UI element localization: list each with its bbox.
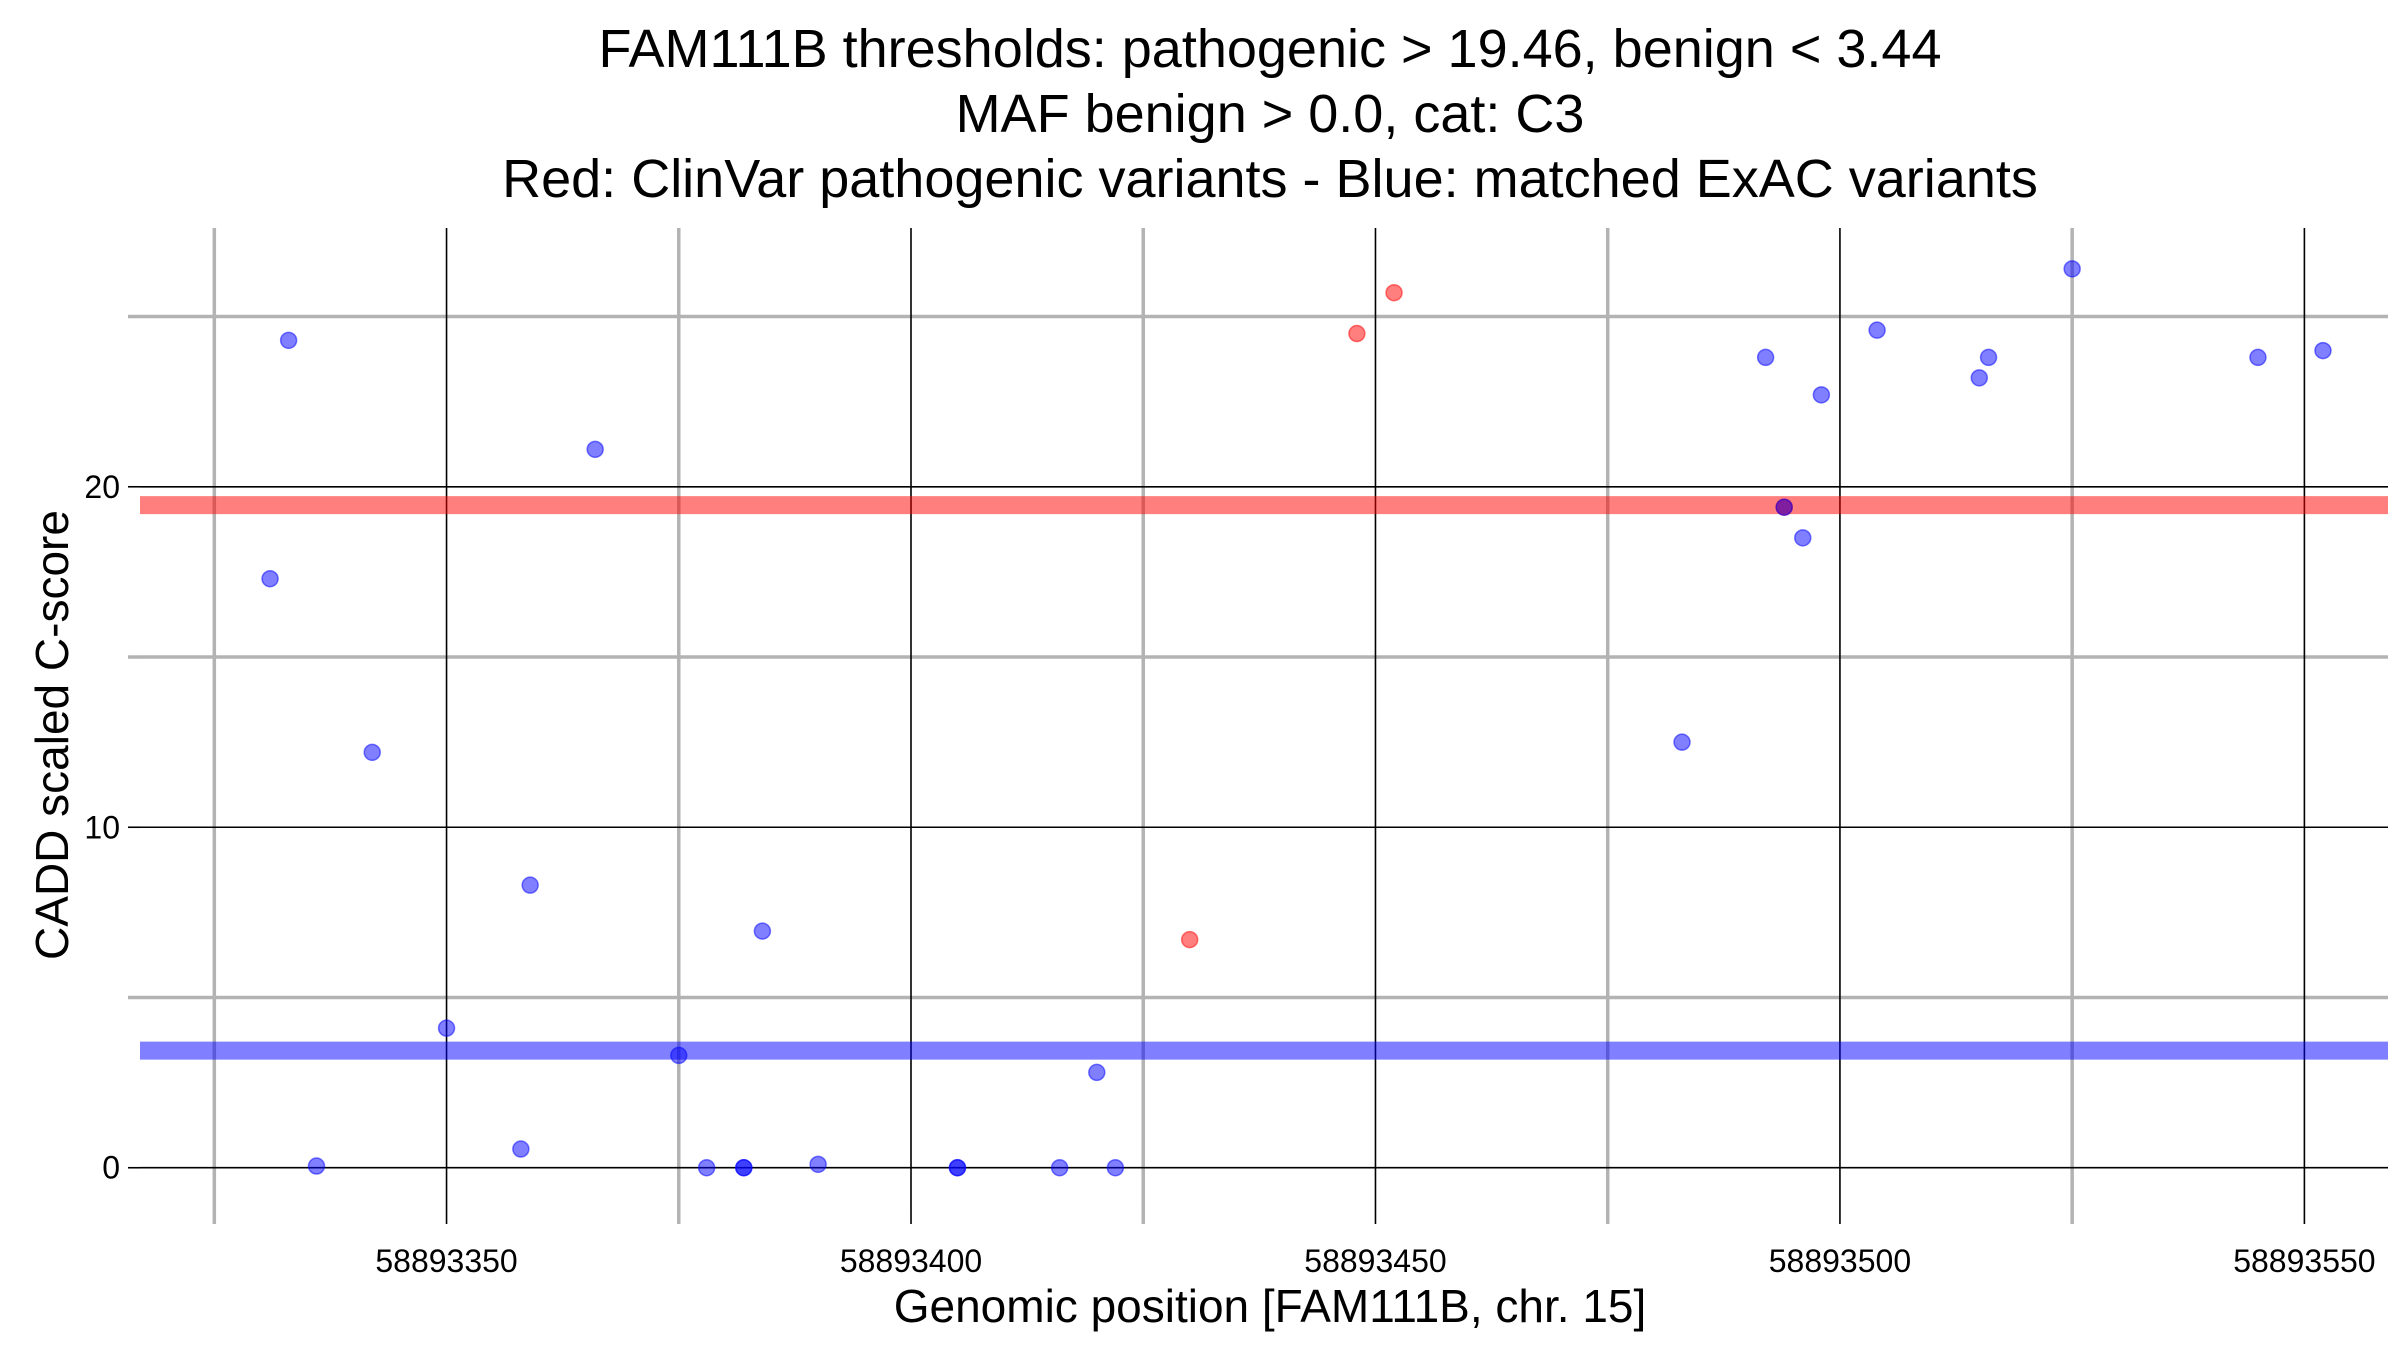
- threshold-lines: [140, 496, 2388, 1060]
- exac-point: [279, 331, 298, 350]
- exac-point: [2314, 341, 2332, 360]
- y-tick-label: 20: [84, 469, 120, 505]
- y-tick-label: 10: [84, 809, 120, 845]
- exac-point: [261, 569, 279, 588]
- title-line-2: MAF benign > 0.0, cat: C3: [956, 84, 1585, 144]
- exac-point: [1756, 348, 1775, 367]
- exac-point: [670, 1046, 688, 1065]
- x-tick-label: 58893500: [1769, 1243, 1911, 1279]
- exac-point: [1088, 1063, 1106, 1082]
- exac-point: [1794, 529, 1812, 547]
- chart-title: FAM111B thresholds: pathogenic > 19.46, …: [502, 19, 2038, 209]
- title-line-3: Red: ClinVar pathogenic variants - Blue:…: [502, 149, 2038, 209]
- exac-point: [735, 1158, 753, 1177]
- x-tick-label: 58893450: [1304, 1243, 1446, 1279]
- y-tick-label: 0: [102, 1150, 120, 1186]
- x-axis-ticks: 58893350 58893400 58893450 58893500 58893550: [212, 1212, 2376, 1279]
- exac-point: [1050, 1158, 1069, 1177]
- exac-point: [809, 1155, 827, 1174]
- x-tick-label: 58893350: [375, 1243, 517, 1279]
- exac-point: [948, 1158, 967, 1177]
- clinvar-point: [1180, 930, 1199, 949]
- exac-point: [521, 876, 539, 894]
- exac-point: [2249, 348, 2267, 367]
- exac-point: [753, 922, 772, 940]
- exac-point: [437, 1019, 456, 1037]
- title-line-1: FAM111B thresholds: pathogenic > 19.46, …: [599, 19, 1942, 79]
- exac-point: [1775, 498, 1793, 516]
- x-tick-label: 58893550: [2233, 1243, 2375, 1279]
- exac-point: [586, 440, 604, 459]
- x-tick-label: 58893400: [840, 1243, 982, 1279]
- exac-point: [1812, 386, 1831, 404]
- exac-point: [363, 743, 381, 762]
- exac-point: [1868, 321, 1886, 339]
- exac-point: [307, 1157, 326, 1175]
- clinvar-point: [1348, 324, 1366, 343]
- minor-gridlines: [140, 228, 2388, 1212]
- exac-point: [1106, 1158, 1125, 1177]
- major-gridlines: [140, 228, 2388, 1212]
- exac-point: [512, 1140, 530, 1158]
- data-points: [261, 260, 2332, 1177]
- exac-point: [1979, 348, 1998, 367]
- exac-point: [1673, 733, 1691, 751]
- exac-point: [2063, 260, 2081, 278]
- exac-point: [1970, 369, 1989, 387]
- y-axis-ticks: 0 10 20: [84, 314, 140, 1186]
- y-axis-title: CADD scaled C-score: [26, 510, 78, 960]
- exac-point: [697, 1158, 716, 1177]
- x-axis-title: Genomic position [FAM111B, chr. 15]: [894, 1280, 1647, 1332]
- clinvar-point: [1385, 283, 1403, 302]
